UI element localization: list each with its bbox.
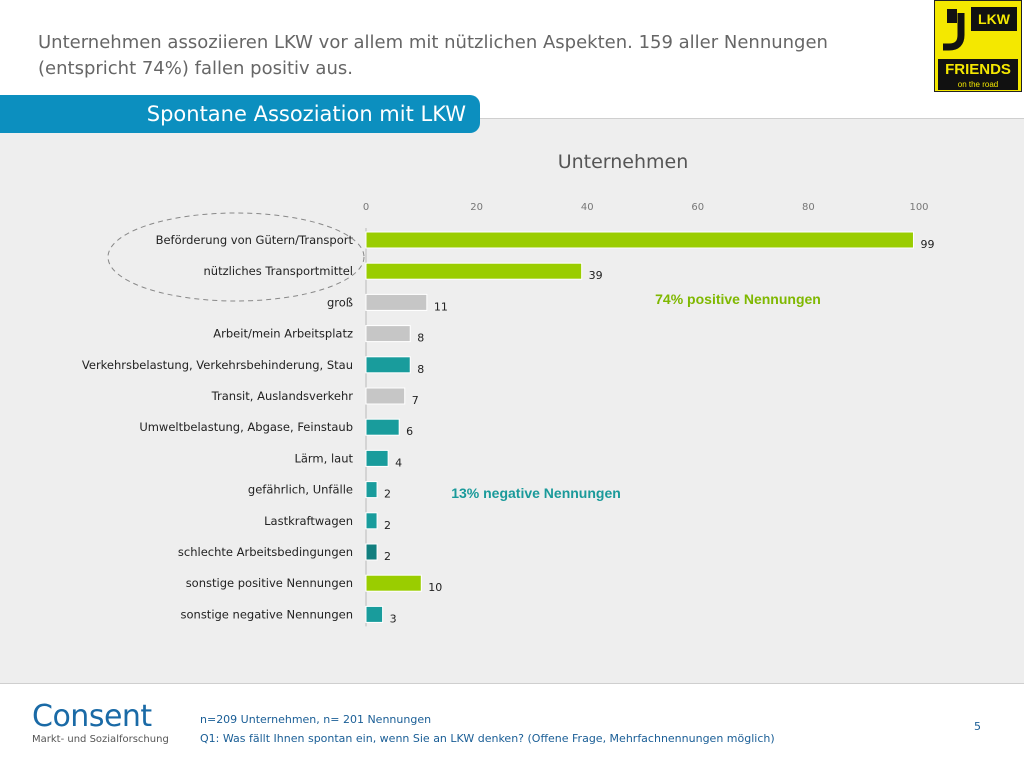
bar-value-label: 10 (428, 581, 442, 594)
category-label: Lastkraftwagen (264, 514, 353, 528)
question-note: Q1: Was fällt Ihnen spontan ein, wenn Si… (200, 732, 775, 745)
bar (365, 605, 384, 623)
bar-value-label: 2 (384, 519, 391, 532)
category-label: Transit, Auslandsverkehr (211, 389, 354, 403)
lkw-friends-logo: LKW FRIENDS on the road (934, 0, 1022, 92)
x-tick-label: 100 (909, 202, 928, 213)
section-banner: Spontane Assoziation mit LKW (0, 95, 480, 133)
x-tick-label: 80 (802, 202, 815, 213)
category-label: schlechte Arbeitsbedingungen (178, 545, 353, 559)
bar-value-label: 6 (406, 425, 413, 438)
category-label: gefährlich, Unfälle (248, 483, 353, 497)
category-label: groß (327, 295, 353, 309)
category-label: sonstige positive Nennungen (186, 576, 353, 590)
x-tick-label: 60 (691, 202, 704, 213)
bar (365, 574, 422, 592)
category-label: Arbeit/mein Arbeitsplatz (213, 327, 353, 341)
category-label: Verkehrsbelastung, Verkehrsbehinderung, … (82, 358, 353, 372)
positive-annotation: 74% positive Nennungen (655, 291, 821, 307)
category-label: nützliches Transportmittel (204, 264, 354, 278)
bar (365, 387, 406, 405)
category-label: Lärm, laut (294, 451, 353, 465)
bar (365, 262, 583, 280)
logo-lkw-text: LKW (971, 7, 1017, 31)
bar (365, 325, 411, 343)
category-label: Umweltbelastung, Abgase, Feinstaub (139, 420, 353, 434)
logo-friends-text: FRIENDS (938, 59, 1018, 81)
category-label: Beförderung von Gütern/Transport (156, 233, 354, 247)
smiley-icon (939, 5, 969, 55)
bar (365, 481, 378, 499)
bar-value-label: 7 (412, 394, 419, 407)
bar-value-label: 39 (589, 269, 603, 282)
category-label: sonstige negative Nennungen (181, 607, 354, 621)
sample-note: n=209 Unternehmen, n= 201 Nennungen (200, 713, 432, 726)
bar (365, 512, 378, 530)
bar (365, 418, 400, 436)
consent-brand: Consent (32, 700, 172, 734)
bar-value-label: 2 (384, 488, 391, 501)
bar (365, 356, 411, 374)
x-tick-label: 40 (581, 202, 594, 213)
bar-value-label: 99 (920, 238, 934, 251)
bar-value-label: 8 (417, 332, 424, 345)
consent-logo: Consent Markt- und Sozialforschung (32, 700, 172, 752)
bar-value-label: 3 (390, 612, 397, 625)
bar-chart: Unternehmen 0 20 40 60 80 100 Beförderung von… (82, 151, 934, 627)
bar (365, 449, 389, 467)
bar (365, 543, 378, 561)
headline: Unternehmen assoziieren LKW vor allem mi… (38, 32, 828, 79)
bar-value-label: 11 (434, 300, 448, 313)
page-number: 5 (974, 720, 981, 733)
bar-value-label: 2 (384, 550, 391, 563)
chart-title: Unternehmen (558, 151, 689, 173)
bar-value-label: 4 (395, 456, 402, 469)
bar-value-label: 8 (417, 363, 424, 376)
brand-text: Consent (32, 699, 152, 734)
negative-annotation: 13% negative Nennungen (451, 485, 621, 501)
logo-sub-text: on the road (938, 80, 1018, 90)
bar (365, 293, 428, 311)
x-tick-label: 20 (470, 202, 483, 213)
x-tick-label: 0 (363, 202, 369, 213)
consent-brand-sub: Markt- und Sozialforschung (32, 734, 169, 745)
highlight-ellipse (107, 212, 365, 302)
bar (365, 231, 914, 249)
footnote: n=209 Unternehmen, n= 201 Nennungen Q1: … (200, 710, 940, 748)
